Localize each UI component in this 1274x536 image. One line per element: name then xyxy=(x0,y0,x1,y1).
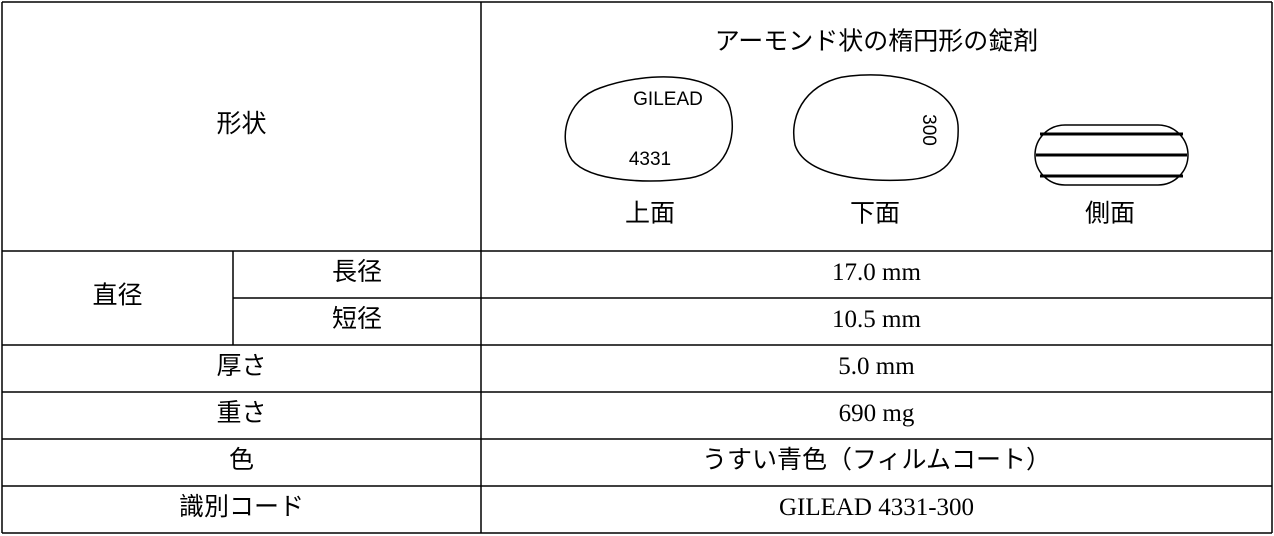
value: 17.0 mm xyxy=(832,259,921,286)
view-caption: 側面 xyxy=(1085,200,1135,228)
row-label: 直径 xyxy=(92,282,142,310)
tablet-side-outline xyxy=(1034,124,1189,186)
value: GILEAD 4331-300 xyxy=(779,494,974,521)
tablet-mark: 300 xyxy=(918,114,939,146)
value: 10.5 mm xyxy=(832,306,921,333)
tablet-mark: 4331 xyxy=(629,149,671,170)
tablet-bottom-outline xyxy=(793,74,959,182)
sub-label: 長径 xyxy=(332,258,382,286)
value: うすい青色（フィルムコート） xyxy=(702,446,1051,474)
row-label: 識別コード xyxy=(179,493,304,521)
value: 5.0 mm xyxy=(838,353,915,380)
row-label: 形状 xyxy=(216,110,266,138)
value: 690 mg xyxy=(839,400,915,427)
shape-description: アーモンド状の楕円形の錠剤 xyxy=(715,28,1039,56)
sub-label: 短径 xyxy=(332,305,382,333)
tablet-mark: GILEAD xyxy=(633,89,703,110)
row-label: 重さ xyxy=(216,399,266,427)
view-caption: 上面 xyxy=(625,200,675,228)
view-caption: 下面 xyxy=(850,201,900,228)
row-label: 厚さ xyxy=(216,353,266,380)
row-label: 色 xyxy=(229,446,254,474)
tablet-top-outline xyxy=(564,76,734,182)
